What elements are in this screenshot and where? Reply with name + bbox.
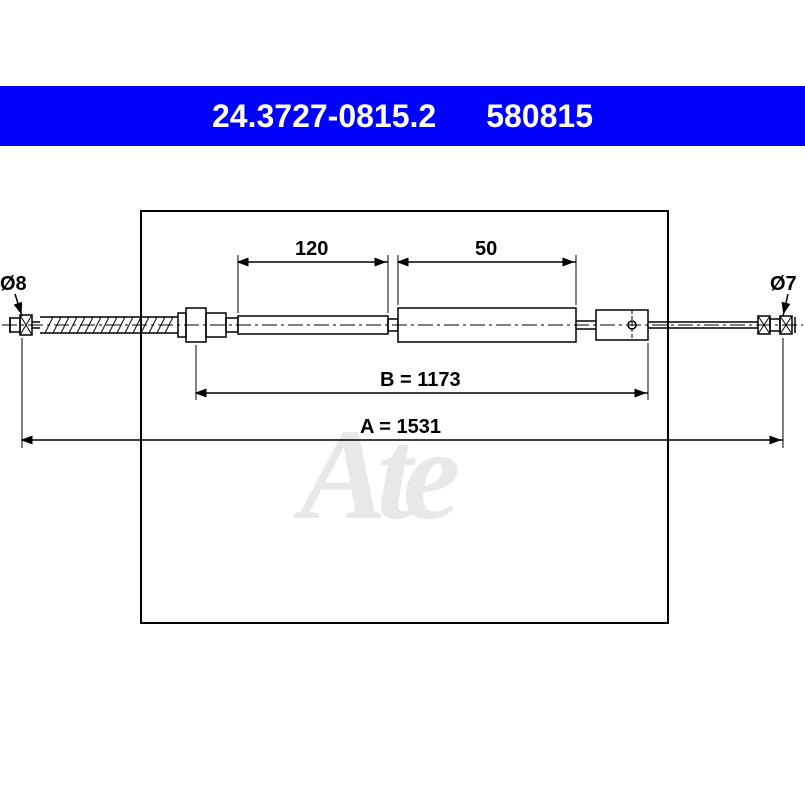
dim-50: 50 — [398, 238, 576, 305]
svg-text:A = 1531: A = 1531 — [360, 416, 441, 438]
diameter-left-leader — [15, 294, 22, 316]
diameter-right-leader — [783, 294, 788, 316]
canvas: 24.3727-0815.2 580815 Ate — [0, 0, 805, 805]
svg-text:B = 1173: B = 1173 — [380, 369, 461, 391]
header-bar: 24.3727-0815.2 580815 — [0, 86, 805, 146]
dim-b: B = 1173 — [196, 343, 648, 400]
svg-text:50: 50 — [475, 238, 497, 260]
part-number: 24.3727-0815.2 — [212, 98, 436, 135]
diameter-right-label: Ø7 — [770, 273, 797, 295]
diagram-area: Ate — [0, 150, 805, 720]
diameter-left-label: Ø8 — [0, 273, 27, 295]
technical-drawing: Ø8 Ø7 120 50 — [0, 150, 805, 720]
svg-text:120: 120 — [295, 238, 328, 260]
tube-120 — [238, 316, 388, 334]
part-code: 580815 — [486, 98, 593, 135]
dim-120: 120 — [238, 238, 388, 313]
